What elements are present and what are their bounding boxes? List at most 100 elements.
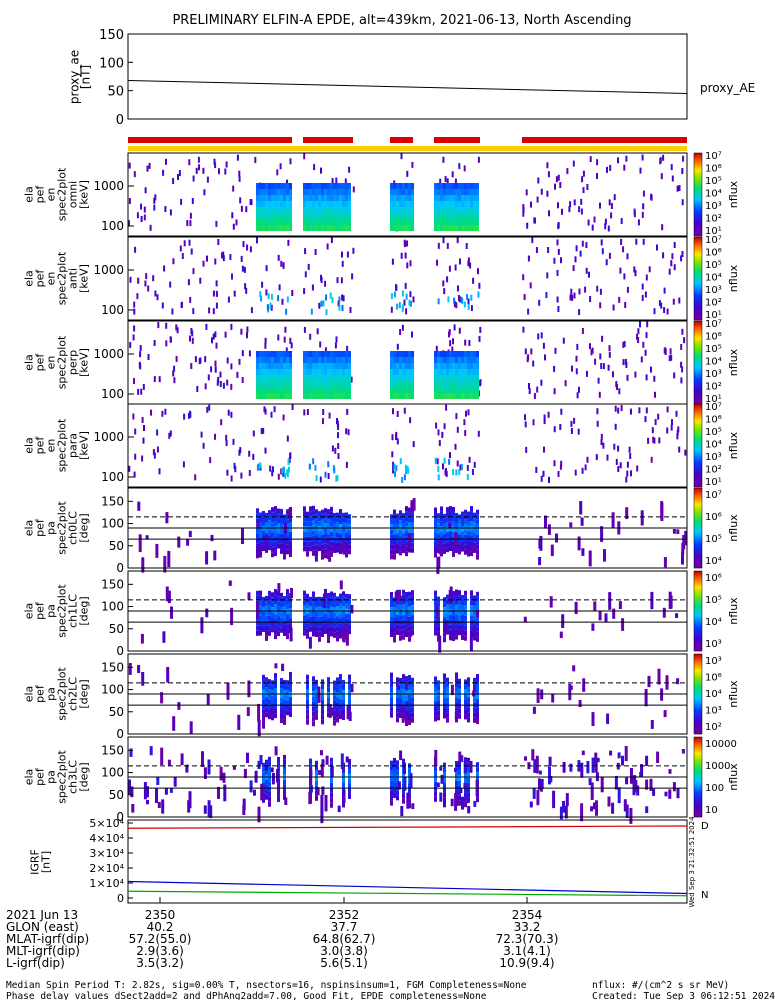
pa-pixel <box>390 514 393 520</box>
spectrogram-pixel <box>283 336 286 343</box>
spectrogram-pixel <box>133 171 136 178</box>
spectrogram-pixel <box>672 298 675 305</box>
spectrogram-pixel <box>286 189 289 195</box>
spectrogram-pixel <box>408 381 411 387</box>
spectrogram-pixel <box>393 463 396 470</box>
spectrogram-pixel <box>653 375 656 382</box>
colorbar-slice <box>694 511 702 513</box>
spectrogram-pixel <box>215 280 218 287</box>
spectrogram-pixel <box>478 282 481 289</box>
pa-pixel <box>464 679 467 685</box>
spectrogram-pixel <box>455 201 458 207</box>
colorbar-slice <box>694 466 702 468</box>
colorbar-slice <box>694 810 702 812</box>
colorbar-slice <box>694 321 702 323</box>
spectrogram-pixel <box>280 381 283 387</box>
spectrogram-pixel <box>148 162 151 169</box>
colorbar-slice <box>694 297 702 299</box>
pa-pixel <box>312 696 315 702</box>
spectrogram-pixel <box>461 183 464 189</box>
pa-pixel <box>280 678 283 684</box>
pa-pixel <box>458 688 461 694</box>
pa-pixel <box>467 677 470 683</box>
pa-pixel <box>339 633 342 639</box>
spectrogram-pixel <box>309 333 312 340</box>
colorbar-slice <box>694 211 702 213</box>
pa-pixel <box>464 689 467 695</box>
colorbar-slice <box>694 558 702 560</box>
spectrogram-pixel <box>437 195 440 201</box>
spectrogram-pixel <box>324 375 327 381</box>
spectrogram-pixel <box>128 198 131 204</box>
spectrogram-pixel <box>277 219 280 225</box>
pa-pixel <box>321 631 324 637</box>
colorbar-tick: 10⁴ <box>705 617 722 628</box>
spectrogram-pixel <box>188 412 190 419</box>
spectrogram-pixel <box>322 409 325 415</box>
spectrogram-pixel <box>408 369 411 375</box>
pa-pixel <box>455 599 458 605</box>
spectrogram-pixel <box>277 357 280 363</box>
colorbar-slice <box>694 282 702 284</box>
energy-ytick-label: 1000 <box>93 430 124 444</box>
colorbar-slice <box>694 153 702 155</box>
colorbar-slice <box>694 289 702 291</box>
pa-pixel <box>339 519 342 525</box>
spectrogram-pixel <box>470 351 473 357</box>
pa-pixel <box>405 681 408 690</box>
spectrogram-pixel <box>262 393 265 399</box>
pa-pixel <box>321 714 324 720</box>
pa-pixel <box>315 760 318 766</box>
spectrogram-pixel <box>321 357 324 363</box>
spectrogram-pixel <box>439 178 442 185</box>
colorbar-slice <box>694 545 702 547</box>
spectrogram-pixel <box>274 363 277 369</box>
spectrogram-pixel <box>584 286 587 293</box>
pa-pixel <box>640 510 644 526</box>
pa-pixel <box>330 765 334 778</box>
colorbar-slice <box>694 683 702 685</box>
spectrogram-pixel <box>289 158 292 165</box>
spectrogram-pixel <box>233 462 236 469</box>
pa-pixel <box>262 797 265 803</box>
spectrogram-pixel <box>405 467 408 474</box>
colorbar-slice <box>694 372 702 374</box>
spectrogram-pixel <box>559 182 562 188</box>
spectrogram-pixel <box>271 375 274 381</box>
pa-pixel <box>434 542 437 548</box>
spectrogram-pixel <box>306 351 309 357</box>
colorbar-slice <box>694 775 702 777</box>
pa-pixel <box>399 678 402 684</box>
spectrogram-pixel <box>443 225 446 231</box>
spectrogram-pixel <box>393 357 396 363</box>
pa-ylabel-line: [deg] <box>78 679 91 708</box>
pa-pixel <box>390 712 393 718</box>
spectrogram-pixel <box>277 393 280 399</box>
pa-pixel <box>350 604 354 614</box>
spectrogram-pixel <box>330 381 333 387</box>
colorbar-slice <box>694 575 702 577</box>
spectrogram-pixel <box>434 357 437 363</box>
pa-pixel <box>470 630 473 636</box>
spectrogram-pixel <box>262 225 265 231</box>
spectrogram-pixel <box>591 347 594 354</box>
spectrogram-pixel <box>336 183 339 189</box>
colorbar-slice <box>694 497 702 499</box>
pa-pixel <box>228 580 232 586</box>
pa-pixel <box>473 625 476 631</box>
pa-pixel <box>446 707 449 713</box>
pa-pixel <box>280 523 283 529</box>
pa-pixel <box>155 543 159 558</box>
x-tick-label: 2350 <box>145 908 176 922</box>
colorbar-slice <box>694 191 702 193</box>
spectrogram-pixel <box>390 381 393 387</box>
pa-ylabel-line: ch3LC <box>67 760 80 794</box>
spectrogram-pixel <box>645 374 648 381</box>
pa-pixel <box>402 674 405 680</box>
pa-ylabel-line: pef <box>34 684 47 703</box>
colorbar-slice <box>694 514 702 516</box>
pa-pixel <box>473 685 477 692</box>
spectrogram-pixel <box>268 375 271 381</box>
